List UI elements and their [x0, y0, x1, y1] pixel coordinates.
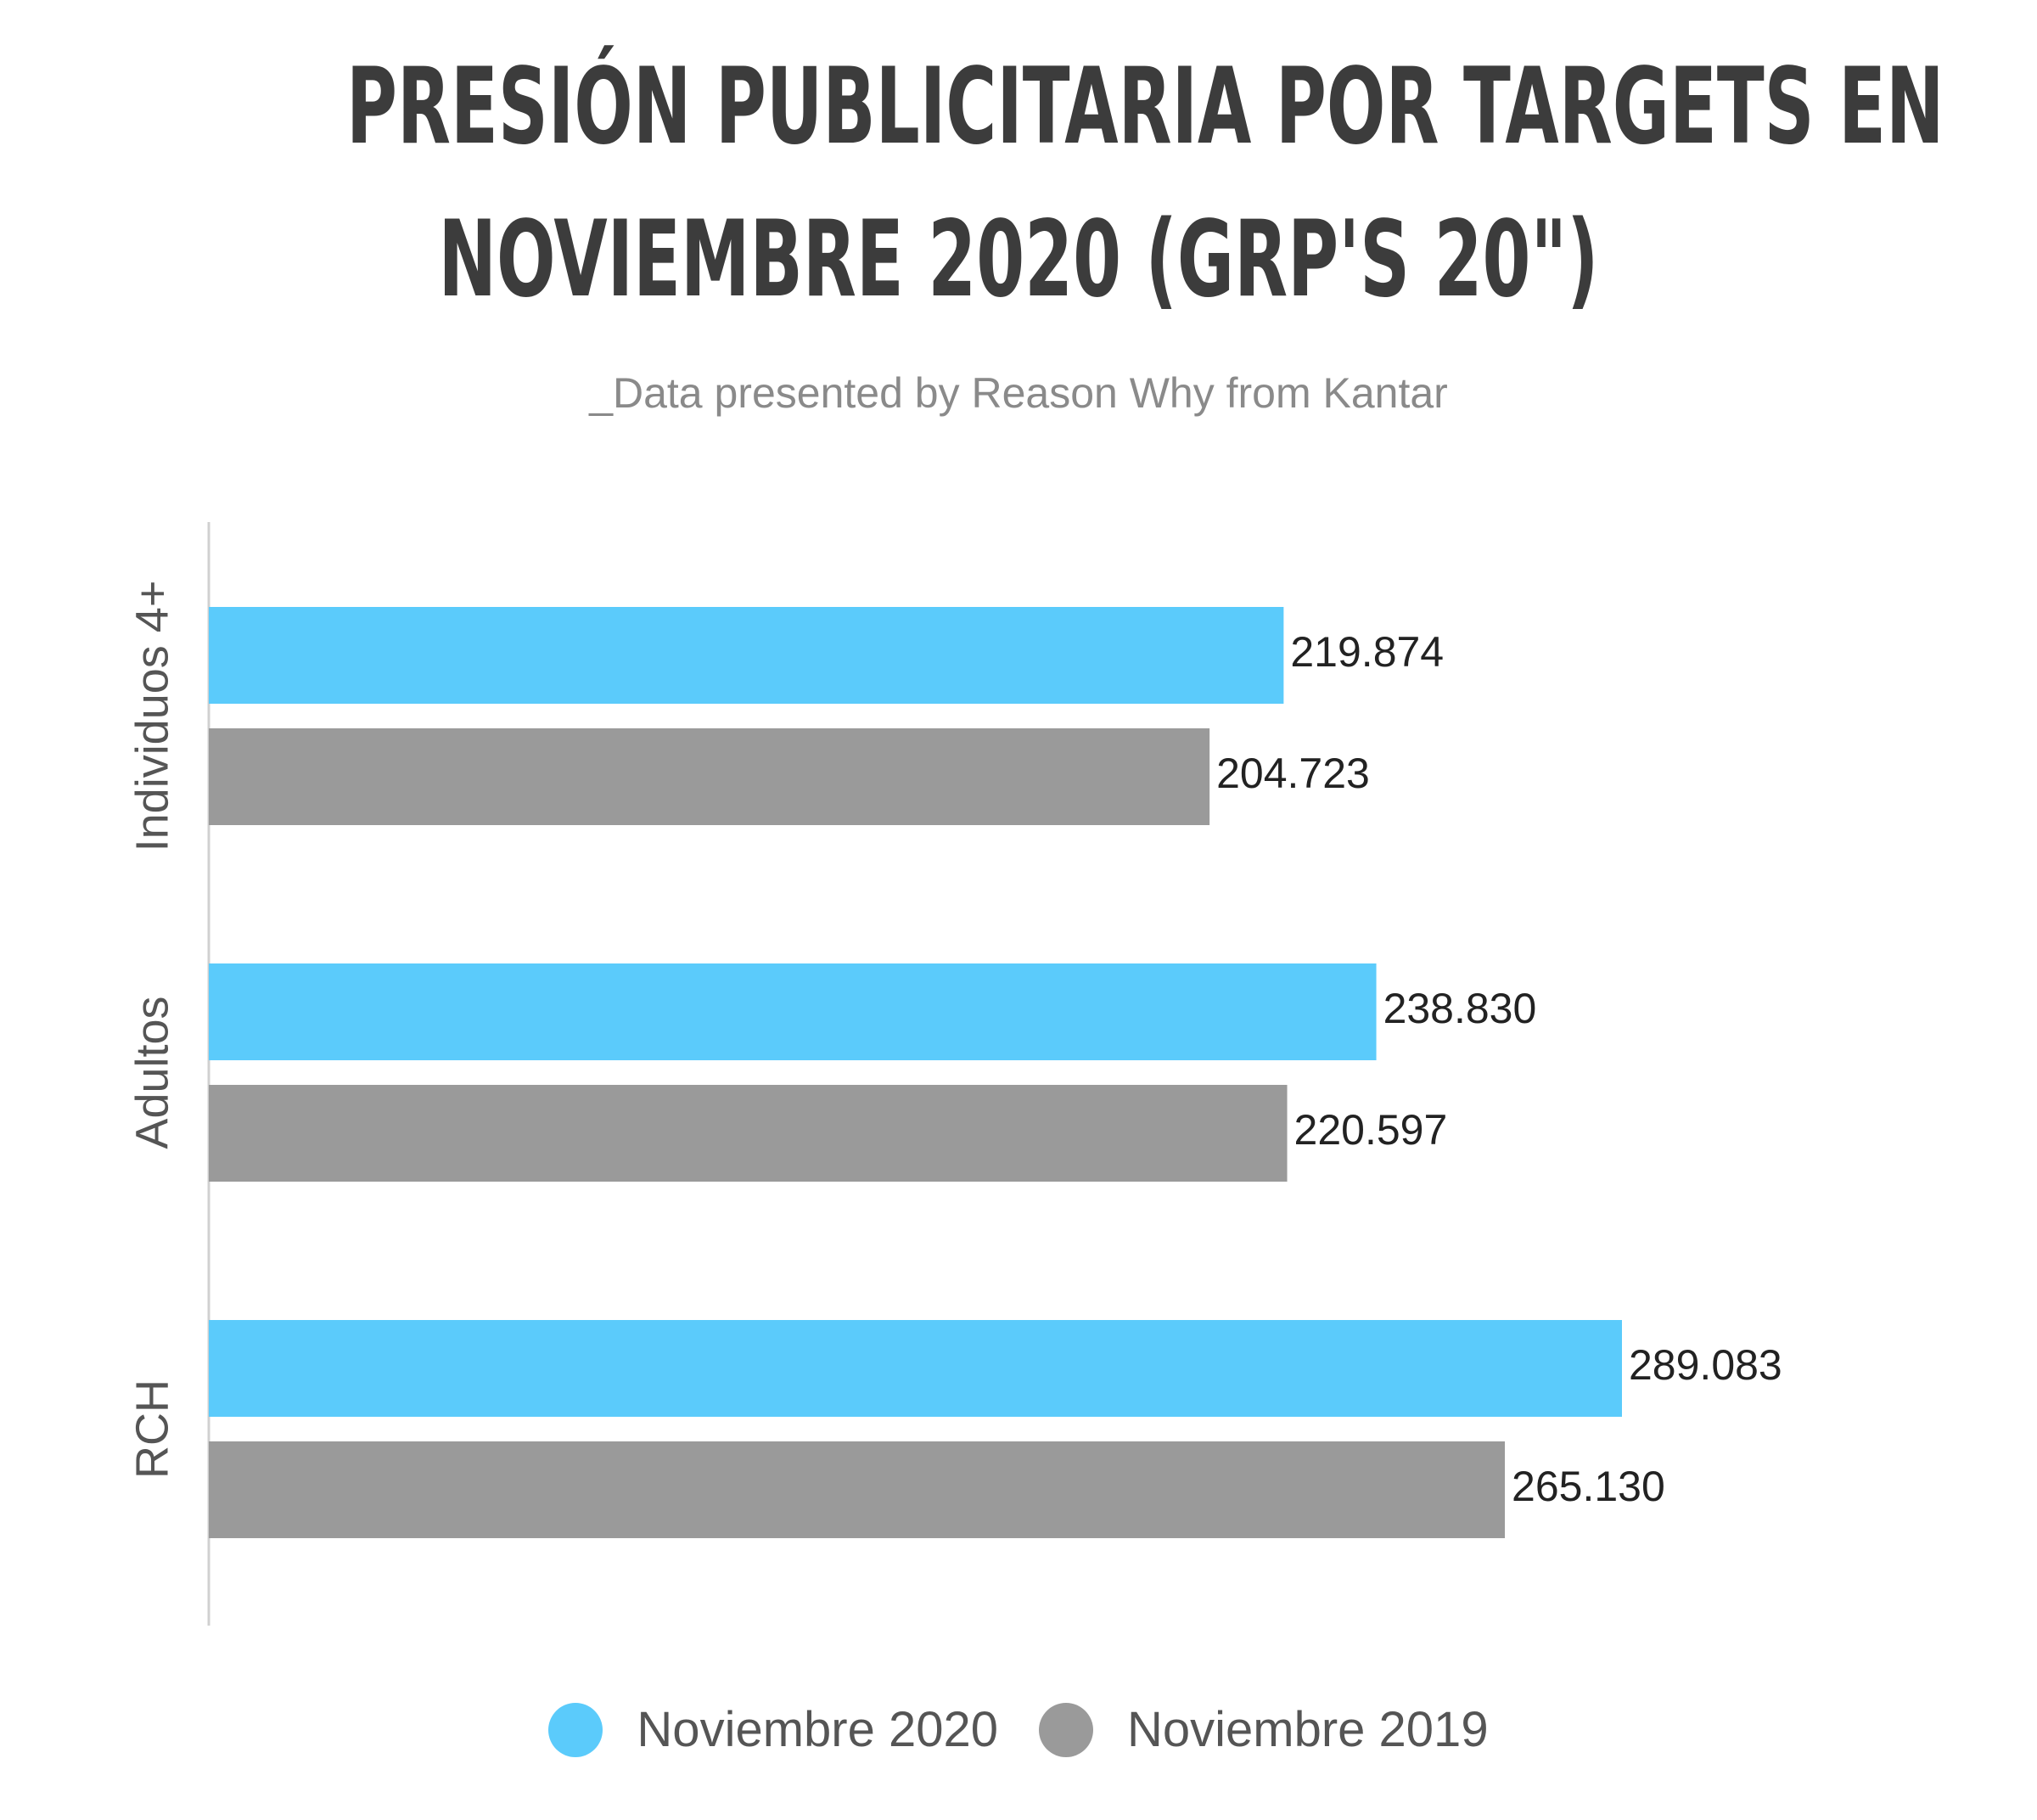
data-label-2020-2: 289.083	[1629, 1341, 1782, 1389]
legend-swatch-2020	[548, 1702, 603, 1757]
legend-swatch-2019	[1039, 1702, 1093, 1757]
category-label-1: Adultos	[126, 996, 177, 1149]
data-label-2019-2: 265.130	[1512, 1463, 1665, 1510]
category-label-0: Individuos 4+	[126, 581, 177, 852]
legend-item-2019[interactable]: Noviembre 2019	[1039, 1701, 1489, 1758]
data-label-2019-1: 220.597	[1294, 1106, 1448, 1154]
chart-title-line-1: PRESIÓN PUBLICITARIA POR TARGETS EN	[345, 46, 1944, 168]
data-label-2020-0: 219.874	[1290, 628, 1444, 676]
bar-2020-1[interactable]	[209, 963, 1377, 1060]
bar-2019-0[interactable]	[209, 728, 1210, 825]
legend-item-2020[interactable]: Noviembre 2020	[548, 1701, 998, 1758]
chart-subtitle: _Data presented by Reason Why from Kanta…	[589, 369, 1448, 417]
bar-2019-1[interactable]	[209, 1085, 1288, 1182]
data-label-2020-1: 238.830	[1383, 985, 1537, 1032]
legend-label-2019: Noviembre 2019	[1127, 1702, 1489, 1757]
chart-legend: Noviembre 2020 Noviembre 2019	[0, 1701, 2037, 1758]
chart-title-line-2: NOVIEMBRE 2020 (GRP'S 20")	[438, 199, 1599, 321]
data-label-2019-0: 204.723	[1216, 750, 1370, 797]
legend-label-2020: Noviembre 2020	[637, 1702, 998, 1757]
bar-2020-0[interactable]	[209, 607, 1284, 704]
bar-2020-2[interactable]	[209, 1320, 1622, 1417]
category-label-2: RCH	[126, 1379, 177, 1479]
bar-2019-2[interactable]	[209, 1441, 1506, 1538]
